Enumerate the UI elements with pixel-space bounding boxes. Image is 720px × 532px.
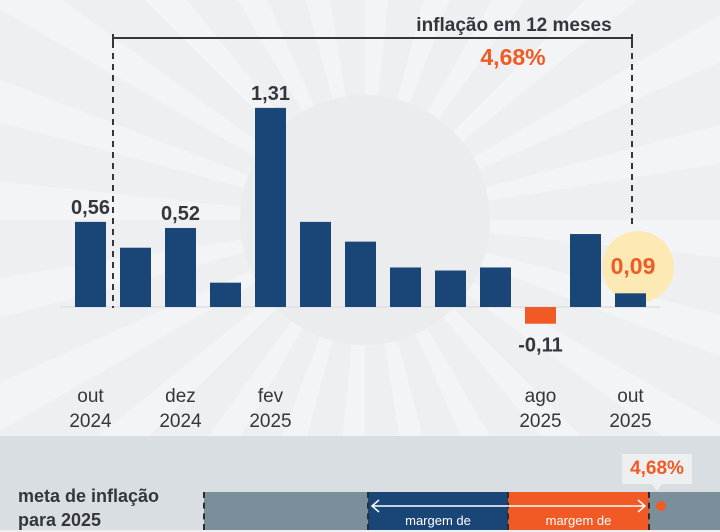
bar-jan-2025 xyxy=(210,282,241,307)
data-labels-group: 0,56 0,52 1,31 -0,11 0,09 xyxy=(71,83,655,357)
target-label-line1: meta de inflação xyxy=(18,486,160,506)
data-label: 0,56 xyxy=(71,197,110,219)
target-label: meta de inflação para 2025 xyxy=(18,484,159,532)
bar-nov-2024 xyxy=(120,247,151,307)
twelve-month-value: 4,68% xyxy=(480,44,545,70)
bar-mar-2025 xyxy=(300,221,331,307)
bracket-title: inflação em 12 meses xyxy=(416,15,611,36)
sunburst-ray xyxy=(237,0,365,220)
bar-jul-2025 xyxy=(480,267,511,307)
double-arrow-icon xyxy=(370,499,647,513)
upper-margin-label: margem de xyxy=(545,513,612,528)
x-tick-month: dez xyxy=(165,386,196,407)
x-tick-labels-group: out 2024 dez 2024 fev 2025 ago 2025 out 2025 xyxy=(69,386,651,432)
data-label: -0,11 xyxy=(518,335,562,357)
data-label: 0,09 xyxy=(611,253,656,279)
x-tick-year: 2025 xyxy=(519,411,561,432)
current-inflation-marker xyxy=(656,501,666,511)
sunburst-ray xyxy=(365,220,720,258)
target-label-line2: para 2025 xyxy=(18,510,102,530)
target-divider xyxy=(648,492,650,530)
data-label: 0,52 xyxy=(161,203,200,225)
x-tick-month: ago xyxy=(525,386,557,407)
bar-dez-2024 xyxy=(165,227,196,307)
target-divider xyxy=(507,492,509,530)
x-tick-year: 2025 xyxy=(609,411,651,432)
x-tick-year: 2024 xyxy=(69,411,112,432)
highlight-circle xyxy=(602,231,674,303)
x-tick-month: fev xyxy=(258,386,284,407)
data-label: 1,31 xyxy=(251,83,290,105)
x-tick-year: 2024 xyxy=(159,411,202,432)
bar-out-2024 xyxy=(75,221,106,307)
x-tick-month: out xyxy=(77,386,104,407)
target-divider xyxy=(367,492,369,530)
twelve-month-bracket: inflação em 12 meses 4,68% xyxy=(112,15,633,308)
bar-abr-2025 xyxy=(345,241,376,307)
sunburst-ray xyxy=(365,220,720,357)
lower-margin-label: margem de xyxy=(405,513,471,528)
sunburst-ray xyxy=(0,220,365,431)
x-tick-year: 2025 xyxy=(249,411,291,432)
current-inflation-callout: 4,68% xyxy=(622,454,692,491)
lower-margin-band: margem de xyxy=(368,492,508,530)
sunburst-ray xyxy=(365,220,544,530)
upper-margin-band: margem de xyxy=(508,492,649,530)
bar-out-2025 xyxy=(615,293,646,307)
x-tick-month: out xyxy=(617,386,644,407)
bar-jun-2025 xyxy=(435,270,466,307)
bar-fev-2025 xyxy=(255,107,286,307)
bars-group xyxy=(75,107,646,324)
bar-mai-2025 xyxy=(390,267,421,307)
bar-ago-2025 xyxy=(525,307,556,324)
bar-set-2025 xyxy=(570,234,601,307)
target-divider xyxy=(203,492,205,530)
